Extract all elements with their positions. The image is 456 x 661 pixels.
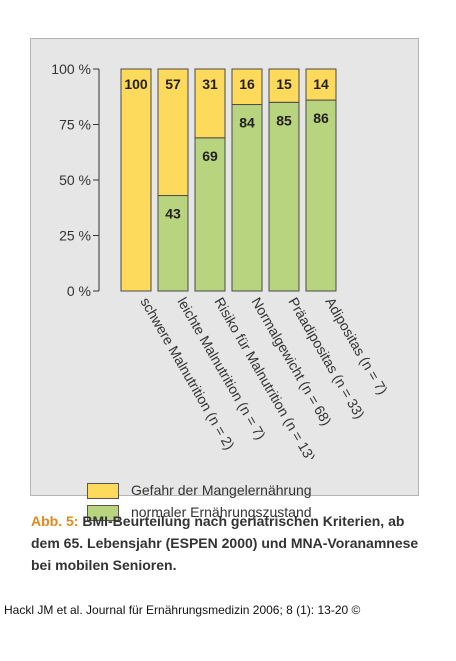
legend-swatch-normal [87,505,119,521]
caption-text: BMI-Beurteilung nach geriatrischen Krite… [31,513,419,573]
data-label: 16 [239,76,255,92]
y-tick-label: 0 % [67,283,91,299]
bar-segment-risk [305,68,337,101]
caption-lead: Abb. 5: [31,513,79,529]
bar-segment-risk [268,68,300,103]
y-tick-label: 50 % [59,172,91,188]
y-tick-label: 75 % [59,117,91,133]
data-label: 31 [202,76,218,92]
data-label: 57 [165,76,181,92]
legend-label-normal: normaler Ernährungszustand [131,504,312,520]
source-citation: Hackl JM et al. Journal für Ernährungsme… [4,603,361,617]
data-label: 85 [276,112,292,128]
bar-segment-risk [120,68,152,292]
data-label: 100 [124,76,148,92]
figure-caption: Abb. 5: BMI-Beurteilung nach geriatrisch… [31,510,431,576]
data-label: 43 [165,206,181,222]
bar-segment-risk [157,68,189,197]
data-label: 15 [276,76,292,92]
bar-segment-normal [268,101,300,292]
figure-panel: 0 % 25 % 50 % 75 % 100 % 100 schwere Malnutrit… [30,38,419,521]
data-label: 84 [239,115,255,131]
bar-segment-risk [194,68,226,139]
data-label: 14 [313,76,329,92]
data-label: 69 [202,148,218,164]
y-tick-label: 25 % [59,228,91,244]
bar-segment-risk [231,68,263,106]
bar-segment-normal [305,99,337,292]
data-label: 86 [313,110,329,126]
legend-label-risk: Gefahr der Mangelernährung [131,482,312,498]
bar-segment-normal [231,104,263,292]
y-tick-label: 100 % [51,61,91,77]
legend-swatch-risk [87,483,119,499]
